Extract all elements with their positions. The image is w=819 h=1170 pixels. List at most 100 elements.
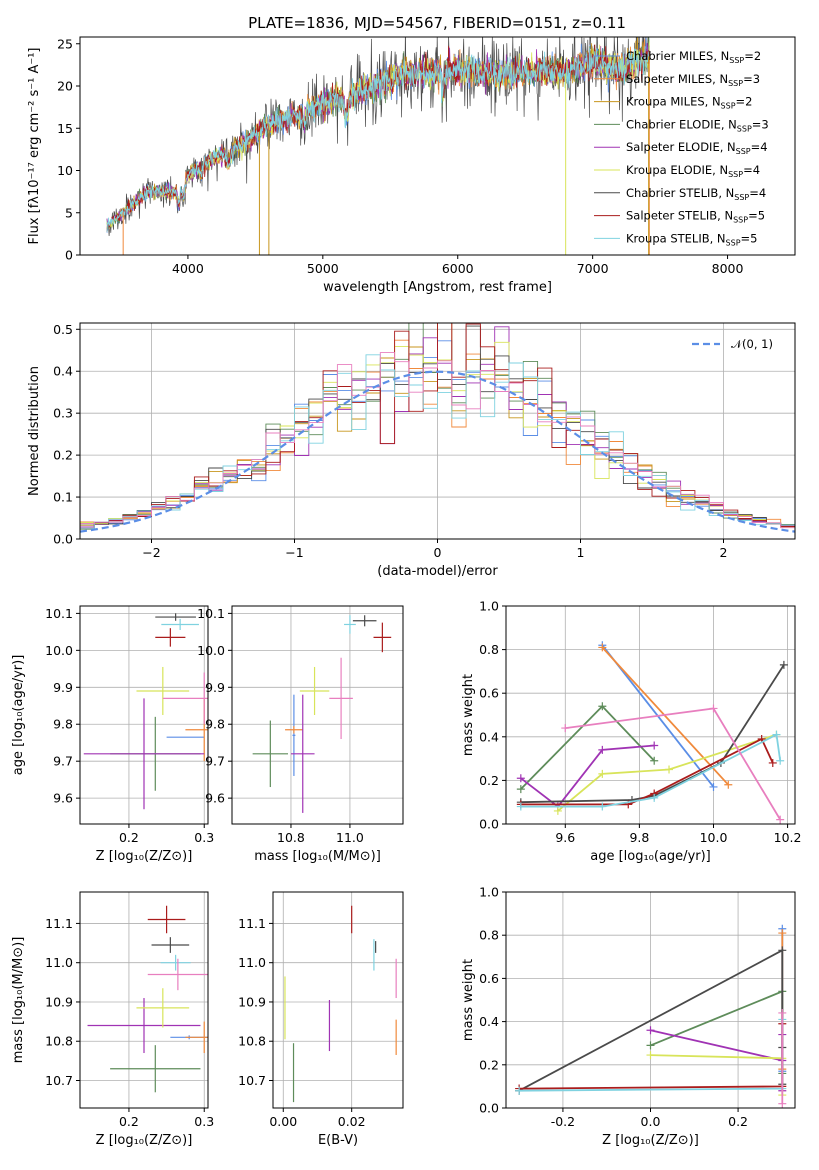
x-tick-label: 0.02 (338, 1114, 366, 1129)
weight-marker (650, 741, 659, 750)
weight-marker (778, 946, 787, 955)
weight-vs-age-panel: 9.6 9.8 10.0 10.2 0.0 0.2 0.4 0.6 0.8 1.0 age [log… (461, 599, 802, 865)
plot-area (80, 323, 795, 533)
x-axis-label: mass [log₁₀(M/M⊙)] (254, 849, 381, 864)
weight-marker (778, 1008, 787, 1017)
y-tick-label: 1.0 (479, 599, 499, 614)
weight-marker (709, 782, 718, 791)
axes-frame (231, 605, 404, 825)
x-axis-label: Z [log₁₀(Z/Z⊙)] (96, 1133, 193, 1148)
weight-marker (776, 756, 785, 765)
weight-marker (598, 702, 607, 711)
y-tick-label: 0.0 (53, 532, 73, 547)
weight-marker (561, 724, 570, 733)
y-tick-label: 0.8 (479, 928, 499, 943)
y-tick-label: 10.0 (45, 643, 73, 658)
x-tick-label: 6000 (442, 261, 474, 276)
spectrum-line (106, 37, 650, 237)
x-tick-label: 0 (434, 545, 442, 560)
legend-entry: Chabrier STELIB, NSSP=4 (626, 186, 766, 202)
y-tick-label: 0.1 (53, 490, 73, 505)
y-tick-label: 0.4 (53, 364, 73, 379)
y-tick-label: 9.9 (205, 680, 225, 695)
mass-vs-reddening-panel: 0.00 0.02 10.7 10.8 10.9 11.0 11.1 E(B-V) (238, 891, 404, 1148)
x-tick-label: 11.0 (336, 830, 364, 845)
y-tick-label: 10.9 (238, 994, 266, 1009)
y-tick-label: 9.7 (205, 754, 225, 769)
histogram-step (80, 352, 795, 529)
x-tick-label: 0.2 (119, 1114, 139, 1129)
spectrum-panel: 4000 5000 6000 7000 8000 0 5 10 15 20 25 wavelength… (27, 36, 796, 295)
axes-frame (79, 891, 209, 1109)
weight-marker (650, 756, 659, 765)
y-tick-label: 0.2 (479, 1057, 499, 1072)
x-tick-label: 0.3 (194, 830, 214, 845)
y-axis-label: mass weight (461, 959, 476, 1041)
y-tick-label: 0.8 (479, 642, 499, 657)
plot-area (516, 641, 788, 824)
weight-marker (768, 758, 777, 767)
x-axis-label: Z [log₁₀(Z/Z⊙)] (96, 849, 193, 864)
y-tick-label: 10.9 (45, 994, 73, 1009)
plot-area (515, 924, 787, 1108)
weight-marker (779, 660, 788, 669)
y-tick-label: 20 (57, 79, 73, 94)
y-tick-label: 10.1 (197, 606, 225, 621)
x-tick-label: 2 (720, 545, 728, 560)
residual-histogram-panel: −2 −1 0 1 2 0.0 0.1 0.2 0.3 0.4 0.5 (data-model)/er… (27, 322, 796, 579)
figure-title: PLATE=1836, MJD=54567, FIBERID=0151, z=0… (248, 14, 626, 32)
weight-marker (598, 643, 607, 652)
x-tick-label: 4000 (172, 261, 204, 276)
y-tick-label: 9.8 (53, 717, 73, 732)
x-axis-label: E(B-V) (318, 1133, 358, 1148)
x-tick-label: -0.2 (551, 1114, 575, 1129)
x-tick-label: 0.2 (728, 1114, 748, 1129)
weight-marker (553, 806, 562, 815)
legend-entry: Salpeter MILES, NSSP=3 (626, 72, 760, 88)
y-tick-label: 15 (57, 121, 73, 136)
y-axis-label: age [log₁₀(age/yr)] (11, 655, 26, 776)
x-tick-label: 8000 (712, 261, 744, 276)
x-tick-label: 0.00 (269, 1114, 297, 1129)
weight-marker (646, 1051, 655, 1060)
y-tick-label: 10.8 (238, 1034, 266, 1049)
weight-marker (598, 745, 607, 754)
y-tick-label: 9.9 (53, 680, 73, 695)
weight-marker (598, 802, 607, 811)
y-tick-label: 0.2 (479, 773, 499, 788)
weight-marker (515, 1086, 524, 1095)
x-tick-label: 5000 (307, 261, 339, 276)
y-tick-label: 11.0 (45, 955, 73, 970)
x-axis-label: age [log₁₀(age/yr)] (590, 849, 711, 864)
legend-entry: Chabrier ELODIE, NSSP=3 (626, 117, 769, 133)
weight-marker (598, 769, 607, 778)
plot-area (284, 905, 397, 1103)
weight-marker (516, 774, 525, 783)
weight-marker (646, 1026, 655, 1035)
y-tick-label: 10.8 (45, 1034, 73, 1049)
weight-line (601, 646, 729, 786)
weight-marker (665, 765, 674, 774)
legend-entry: Kroupa MILES, NSSP=2 (626, 95, 752, 111)
gaussian-curve (80, 370, 795, 533)
y-axis-label: Flux [fλ10⁻¹⁷ erg cm⁻² s⁻¹ A⁻¹] (27, 48, 42, 245)
y-tick-label: 11.0 (238, 955, 266, 970)
y-tick-label: 0.6 (479, 686, 499, 701)
axes-frame (272, 891, 404, 1109)
x-tick-label: 10.0 (700, 830, 728, 845)
y-tick-label: 0.0 (479, 817, 499, 832)
weight-line (557, 733, 777, 812)
x-tick-label: 0.0 (641, 1114, 661, 1129)
legend-entry: Kroupa STELIB, NSSP=5 (626, 231, 757, 247)
y-tick-label: 9.6 (53, 791, 73, 806)
weight-marker (778, 929, 787, 938)
y-tick-label: 0.3 (53, 406, 73, 421)
y-axis-label: mass [log₁₀(M/M⊙)] (11, 937, 26, 1064)
x-axis-label: (data-model)/error (377, 564, 498, 579)
plot-area (83, 613, 208, 810)
y-tick-label: 10.7 (238, 1073, 266, 1088)
y-axis-label: mass weight (461, 674, 476, 756)
weight-marker (776, 815, 785, 824)
y-tick-label: 0 (65, 248, 73, 263)
y-tick-label: 9.6 (205, 791, 225, 806)
